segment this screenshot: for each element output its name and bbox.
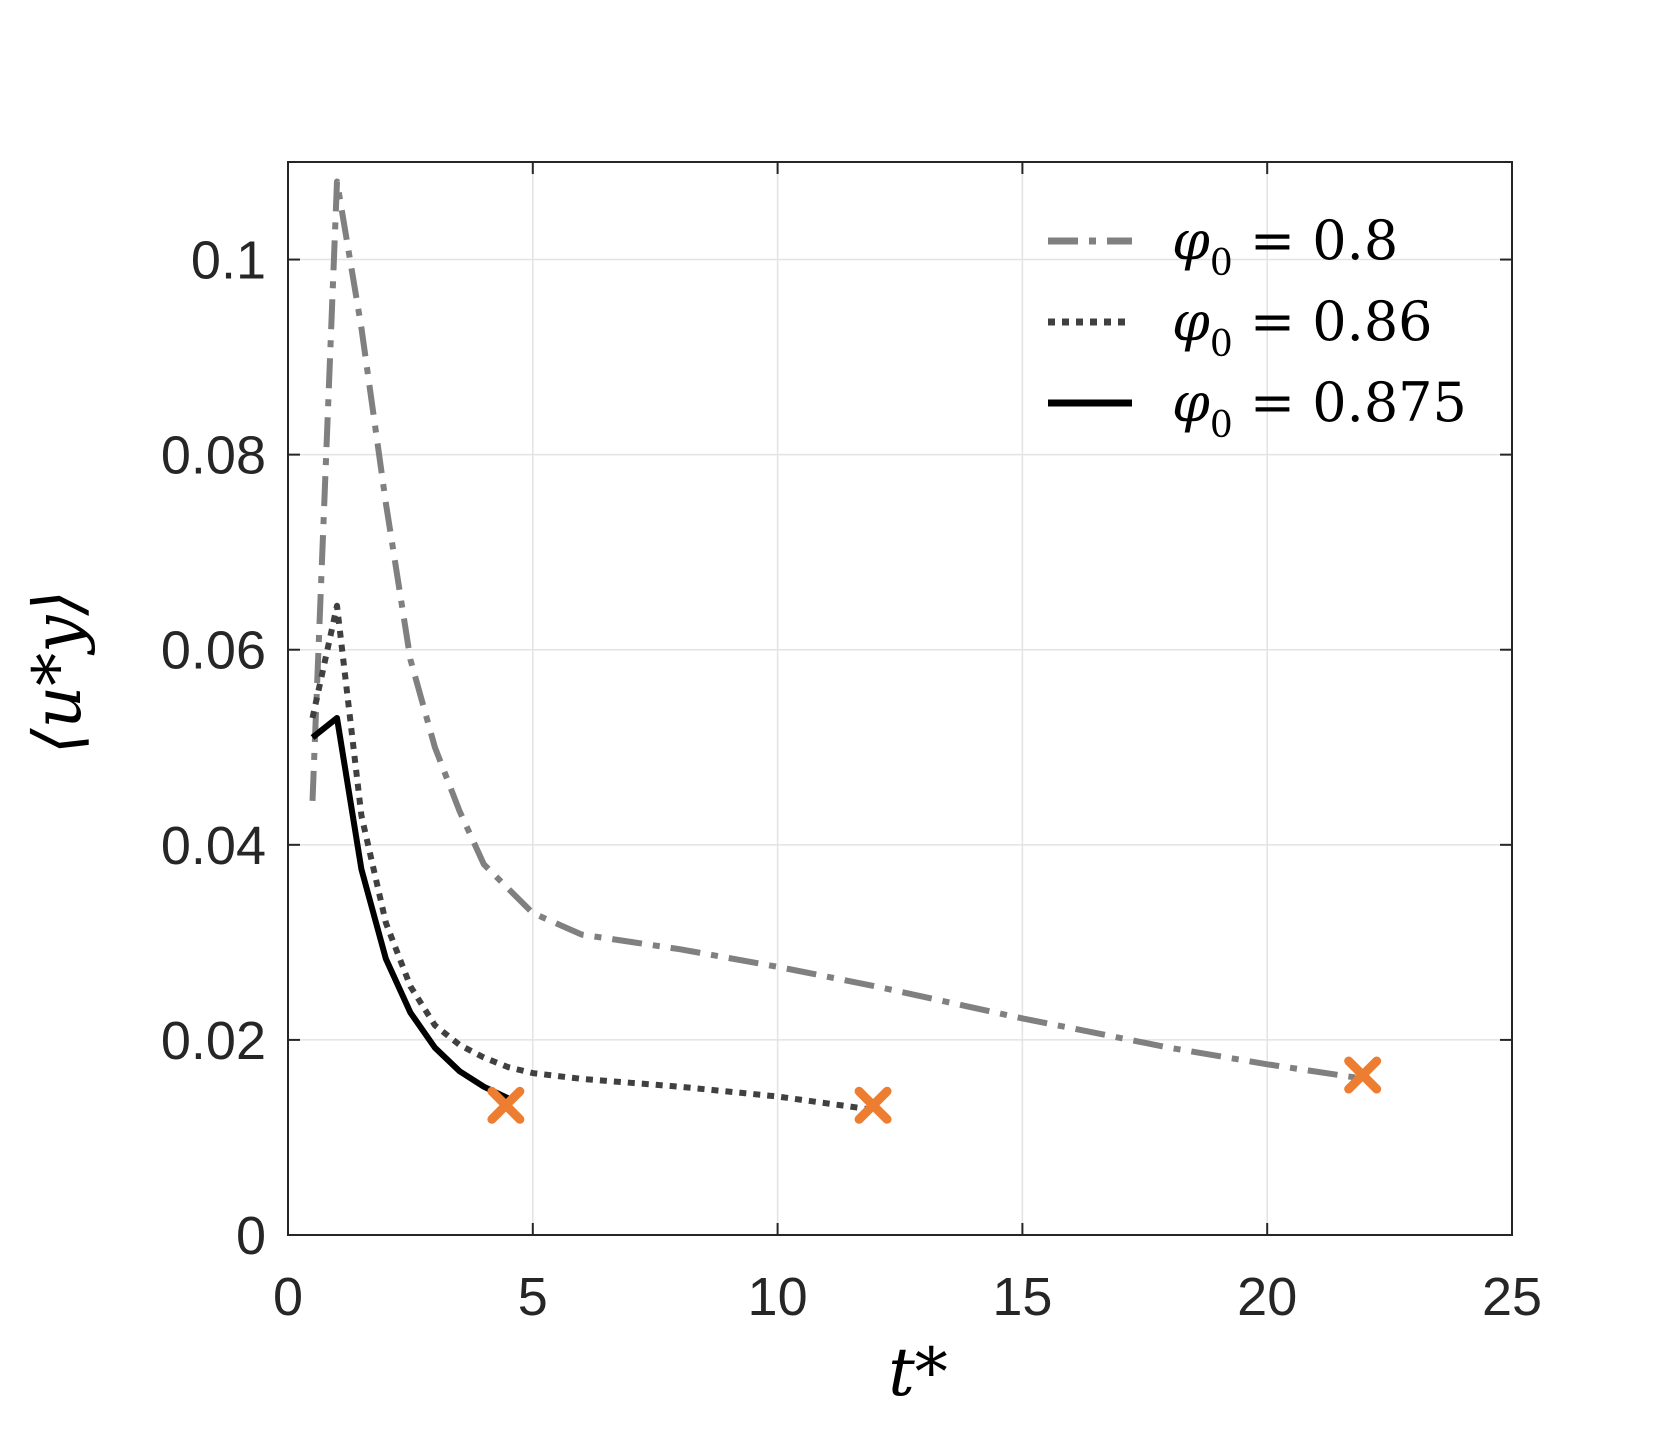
legend-entry-2: φ0 = 0.86 bbox=[1048, 290, 1433, 365]
legend-label: φ0 = 0.86 bbox=[1172, 290, 1433, 365]
y-tick-label: 0 bbox=[236, 1206, 266, 1266]
marker-stroke bbox=[1344, 1056, 1382, 1094]
y-tick-label: 0.1 bbox=[191, 231, 266, 291]
legend-value: = 0.8 bbox=[1233, 209, 1398, 272]
legend-subscript: 0 bbox=[1210, 324, 1233, 365]
grid bbox=[288, 162, 1512, 1235]
x-tick-label: 5 bbox=[518, 1267, 548, 1327]
legend-symbol: φ bbox=[1172, 371, 1210, 434]
x-tick-label: 25 bbox=[1482, 1267, 1542, 1327]
legend-subscript: 0 bbox=[1210, 405, 1233, 446]
end-marker-3 bbox=[1344, 1056, 1382, 1094]
x-tick-label: 0 bbox=[273, 1267, 303, 1327]
x-tick-label: 10 bbox=[748, 1267, 808, 1327]
series-lines bbox=[309, 178, 1366, 1114]
y-tick-label: 0.06 bbox=[161, 621, 266, 681]
y-tick-label: 0.08 bbox=[161, 426, 266, 486]
legend-subscript: 0 bbox=[1210, 243, 1233, 284]
x-axis-title: t* bbox=[888, 1334, 948, 1411]
legend-symbol: φ bbox=[1172, 209, 1210, 272]
series-line-3 bbox=[310, 715, 510, 1102]
marker-stroke bbox=[854, 1086, 892, 1124]
plot-frame bbox=[287, 161, 1513, 1236]
legend-value: = 0.875 bbox=[1233, 371, 1467, 434]
y-tick-label: 0.04 bbox=[161, 816, 266, 876]
series-line-1 bbox=[309, 178, 1366, 1082]
x-tick-labels: 0 5 10 15 20 25 bbox=[273, 1267, 1542, 1327]
legend-symbol: φ bbox=[1172, 290, 1210, 353]
y-tick-labels: 0 0.02 0.04 0.06 0.08 0.1 bbox=[161, 231, 266, 1266]
y-tick-label: 0.02 bbox=[161, 1011, 266, 1071]
x-tick-label: 20 bbox=[1237, 1267, 1297, 1327]
end-marker-1 bbox=[487, 1086, 525, 1124]
axis-ticks bbox=[287, 162, 1513, 1236]
legend-value: = 0.86 bbox=[1233, 290, 1433, 353]
y-axis-title: ⟨u*y⟩ bbox=[19, 590, 96, 754]
marker-stroke bbox=[487, 1086, 525, 1124]
legend-label: φ0 = 0.8 bbox=[1172, 209, 1398, 284]
end-marker-2 bbox=[854, 1086, 892, 1124]
legend-label: φ0 = 0.875 bbox=[1172, 371, 1467, 446]
legend-entry-3: φ0 = 0.875 bbox=[1048, 371, 1467, 446]
end-markers bbox=[487, 1056, 1382, 1124]
x-tick-label: 15 bbox=[992, 1267, 1052, 1327]
legend-entry-1: φ0 = 0.8 bbox=[1048, 209, 1398, 284]
